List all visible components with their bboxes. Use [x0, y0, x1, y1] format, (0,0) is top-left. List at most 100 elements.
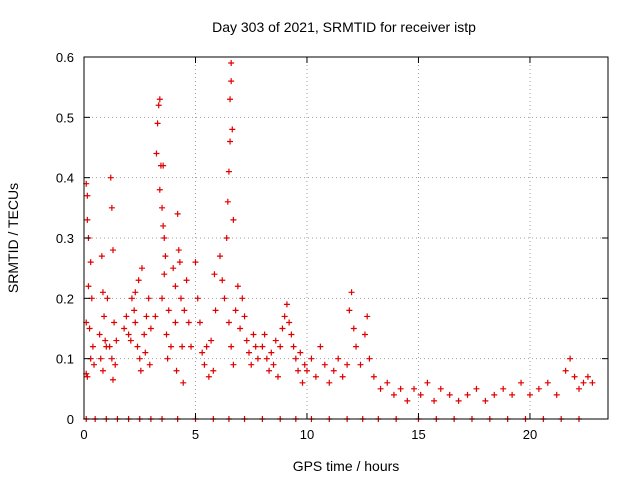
y-tick-label: 0.3: [56, 231, 74, 246]
data-point: [281, 313, 288, 320]
y-tick-label: 0.1: [56, 352, 74, 367]
data-point: [221, 295, 228, 302]
data-point: [109, 376, 116, 383]
data-point: [290, 343, 297, 350]
data-point: [141, 331, 148, 338]
data-point: [243, 337, 250, 344]
data-point: [147, 325, 154, 332]
data-point: [312, 373, 319, 380]
data-point: [562, 367, 569, 374]
data-point: [134, 343, 141, 350]
data-point: [160, 222, 167, 229]
data-point: [167, 343, 174, 350]
data-point: [248, 361, 255, 368]
x-axis-label: GPS time / hours: [293, 458, 400, 474]
data-point: [283, 301, 290, 308]
data-point: [104, 295, 111, 302]
data-point: [137, 367, 144, 374]
data-point: [535, 385, 542, 392]
y-tick-label: 0.5: [56, 110, 74, 125]
data-point: [366, 355, 373, 362]
data-point: [227, 96, 234, 103]
data-point: [299, 379, 306, 386]
data-point: [553, 391, 560, 398]
data-point: [292, 355, 299, 362]
data-point: [205, 373, 212, 380]
data-point: [234, 283, 241, 290]
data-point: [526, 391, 533, 398]
data-point: [143, 313, 150, 320]
data-point: [174, 210, 181, 217]
data-point: [180, 379, 187, 386]
data-point: [135, 277, 142, 284]
data-point: [109, 247, 116, 254]
data-point: [390, 391, 397, 398]
data-point: [132, 319, 139, 326]
data-point: [589, 379, 596, 386]
data-point: [301, 361, 308, 368]
data-point: [357, 361, 364, 368]
data-point: [279, 325, 286, 332]
data-point: [384, 379, 391, 386]
y-axis-label: SRMTID / TECUs: [5, 183, 21, 293]
data-point: [89, 343, 96, 350]
data-point: [146, 361, 153, 368]
data-point: [250, 331, 257, 338]
data-point: [346, 307, 353, 314]
data-point: [303, 367, 310, 374]
data-point: [288, 331, 295, 338]
data-point: [274, 373, 281, 380]
data-point: [339, 373, 346, 380]
data-point: [246, 349, 253, 356]
data-point: [580, 379, 587, 386]
data-point: [99, 289, 106, 296]
data-point: [411, 385, 418, 392]
data-point: [268, 349, 275, 356]
data-point: [211, 271, 218, 278]
data-point: [156, 96, 163, 103]
x-tick-label: 20: [523, 427, 537, 442]
data-point: [317, 343, 324, 350]
data-point: [84, 373, 91, 380]
data-point: [176, 259, 183, 266]
data-point: [223, 235, 230, 241]
data-point: [261, 331, 268, 338]
data-point: [518, 379, 525, 386]
data-point: [155, 102, 162, 109]
data-point: [509, 391, 516, 398]
data-point: [455, 397, 462, 404]
data-point: [225, 168, 232, 175]
data-point: [163, 331, 170, 338]
data-point: [286, 319, 293, 326]
data-point: [123, 313, 130, 320]
data-point: [217, 253, 224, 260]
data-point: [154, 120, 161, 127]
data-point: [482, 397, 489, 404]
data-point: [210, 367, 217, 374]
data-point: [254, 355, 261, 362]
data-point: [308, 355, 315, 362]
data-point: [417, 391, 424, 398]
data-point: [230, 361, 237, 368]
data-point: [162, 253, 169, 260]
data-point: [266, 367, 273, 374]
data-point: [156, 186, 163, 193]
data-point: [98, 253, 105, 260]
y-tick-label: 0.6: [56, 50, 74, 65]
data-point: [85, 283, 92, 290]
data-point: [348, 289, 355, 296]
x-tick-label: 15: [411, 427, 425, 442]
data-point: [173, 367, 180, 374]
data-point: [102, 337, 109, 344]
data-point: [145, 295, 152, 302]
data-point: [164, 355, 171, 362]
data-point: [177, 295, 184, 302]
data-point: [196, 319, 203, 326]
data-point: [199, 349, 206, 356]
data-point: [473, 385, 480, 392]
data-point: [86, 325, 93, 332]
data-point: [297, 349, 304, 356]
data-point: [101, 313, 108, 320]
data-point: [567, 355, 574, 362]
